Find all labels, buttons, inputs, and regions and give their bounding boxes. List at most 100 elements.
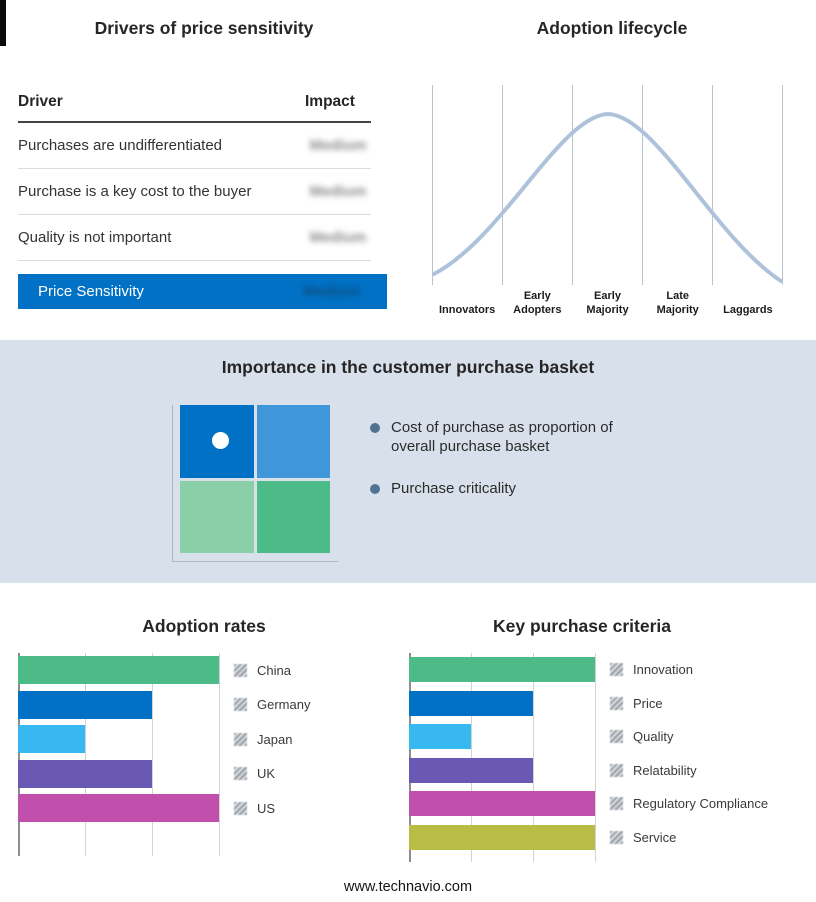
adoption-rates-plot: China Germany bbox=[18, 653, 408, 856]
quadrant-axis-horizontal bbox=[172, 561, 338, 562]
drivers-table: Driver Impact Purchases are undifferenti… bbox=[18, 93, 387, 309]
gridline bbox=[533, 653, 534, 862]
legend-swatch bbox=[610, 830, 623, 844]
bar-uk bbox=[18, 759, 152, 788]
legend-item: China bbox=[234, 663, 291, 678]
drivers-table-header: Driver Impact bbox=[18, 93, 371, 123]
legend-swatch bbox=[234, 732, 247, 746]
legend-swatch bbox=[610, 696, 623, 710]
lifecycle-panel: Adoption lifecycle Innovators Early Adop… bbox=[408, 0, 816, 340]
bar-area bbox=[409, 821, 595, 855]
impact-cell: Medium bbox=[309, 229, 367, 246]
gridline-column bbox=[712, 85, 783, 285]
chart-gridlines bbox=[409, 653, 596, 862]
table-row: Purchases are undifferentiated Medium bbox=[18, 123, 371, 169]
price-sensitivity-summary-bar: Price Sensitivity Medium bbox=[18, 274, 387, 309]
legend-label: US bbox=[257, 800, 276, 816]
footer-link[interactable]: www.technavio.com bbox=[343, 879, 473, 895]
legend-item: Germany bbox=[234, 697, 310, 712]
legend-label: Japan bbox=[257, 731, 293, 747]
chart-gridlines bbox=[18, 653, 220, 856]
purchase-basket-band: Importance in the customer purchase bask… bbox=[0, 340, 816, 583]
table-row: Quality is not important Medium bbox=[18, 215, 371, 261]
legend-item: US bbox=[234, 801, 275, 816]
legend-swatch bbox=[234, 663, 247, 677]
bar-row: Price bbox=[409, 687, 816, 721]
legend-item: Service bbox=[610, 830, 676, 845]
driver-column-header: Driver bbox=[18, 93, 63, 110]
key-purchase-criteria-plot: Innovation Price bbox=[409, 653, 816, 862]
drivers-panel: Drivers of price sensitivity Driver Impa… bbox=[0, 0, 408, 340]
bar-row: Innovation bbox=[409, 653, 816, 687]
bar-japan bbox=[18, 725, 85, 754]
key-purchase-criteria-chart: Key purchase criteria Innovation bbox=[408, 583, 816, 862]
bar-area bbox=[409, 787, 595, 821]
legend-label: Germany bbox=[257, 697, 311, 713]
stage-label: Early Adopters bbox=[513, 290, 562, 316]
gridline bbox=[219, 653, 220, 856]
quadrant-chart bbox=[180, 405, 330, 553]
bar-row: Relatability bbox=[409, 754, 816, 788]
table-row: Purchase is a key cost to the buyer Medi… bbox=[18, 169, 371, 215]
bar-china bbox=[18, 656, 219, 685]
gridline-column bbox=[572, 85, 642, 285]
bar-area bbox=[18, 653, 219, 688]
position-marker-dot bbox=[212, 432, 229, 449]
bullet-text: Cost of purchase as proportion of overal… bbox=[391, 419, 613, 455]
impact-column-header: Impact bbox=[305, 93, 355, 110]
bar-row: Japan bbox=[18, 722, 408, 757]
summary-label: Price Sensitivity bbox=[38, 283, 144, 300]
bottom-row: Adoption rates China bbox=[0, 583, 816, 862]
bar-service bbox=[409, 824, 595, 850]
bar-row: China bbox=[18, 653, 408, 688]
gridline bbox=[84, 653, 86, 856]
bullet-text: Purchase criticality bbox=[391, 480, 517, 497]
impact-cell: Medium bbox=[309, 137, 367, 154]
bar-area bbox=[18, 688, 219, 723]
quadrant-axis-vertical bbox=[172, 405, 173, 561]
summary-impact-cell: Medium bbox=[303, 283, 361, 300]
lifecycle-title: Adoption lifecycle bbox=[536, 18, 688, 38]
legend-label: Regulatory Compliance bbox=[633, 796, 769, 812]
legend-swatch bbox=[610, 663, 623, 677]
legend-label: Price bbox=[633, 695, 663, 711]
legend-item: Relatability bbox=[610, 763, 697, 778]
legend-swatch bbox=[234, 767, 247, 781]
stage-label: Innovators bbox=[438, 303, 496, 316]
bullet-icon bbox=[370, 484, 380, 494]
gridline bbox=[470, 653, 472, 862]
legend-item: Innovation bbox=[610, 662, 693, 677]
bar-row: Quality bbox=[409, 720, 816, 754]
bullet-item: Cost of purchase as proportion of overal… bbox=[370, 418, 638, 456]
bell-curve-path bbox=[432, 111, 783, 283]
basket-title: Importance in the customer purchase bask… bbox=[221, 357, 595, 377]
stage-label: Laggards bbox=[723, 303, 773, 316]
bar-germany bbox=[18, 690, 152, 719]
gridline-column bbox=[432, 85, 502, 285]
bar-quality bbox=[409, 724, 471, 750]
stage-label: Late Majority bbox=[656, 290, 699, 316]
drivers-title: Drivers of price sensitivity bbox=[94, 18, 314, 38]
legend-label: China bbox=[257, 662, 291, 678]
quadrant-bottom-right bbox=[256, 480, 330, 553]
legend-item: Japan bbox=[234, 732, 292, 747]
impact-cell: Medium bbox=[309, 183, 367, 200]
quadrant-bottom-left bbox=[180, 480, 254, 553]
legend-swatch bbox=[234, 801, 247, 815]
legend-item: Price bbox=[610, 696, 663, 711]
legend-label: Service bbox=[633, 829, 677, 845]
legend-label: UK bbox=[257, 766, 276, 782]
legend-item: Quality bbox=[610, 729, 673, 744]
bar-area bbox=[18, 791, 219, 826]
corner-mark bbox=[0, 0, 6, 46]
basket-bullets: Cost of purchase as proportion of overal… bbox=[370, 418, 638, 521]
quadrant-top-right bbox=[256, 405, 330, 478]
bell-curve bbox=[432, 111, 783, 283]
lifecycle-stage-labels: Innovators Early Adopters Early Majority… bbox=[432, 290, 783, 317]
bar-row: Germany bbox=[18, 688, 408, 723]
bar-row: Regulatory Compliance bbox=[409, 787, 816, 821]
legend-label: Innovation bbox=[633, 662, 693, 678]
legend-label: Relatability bbox=[633, 762, 697, 778]
driver-cell: Quality is not important bbox=[18, 229, 172, 246]
